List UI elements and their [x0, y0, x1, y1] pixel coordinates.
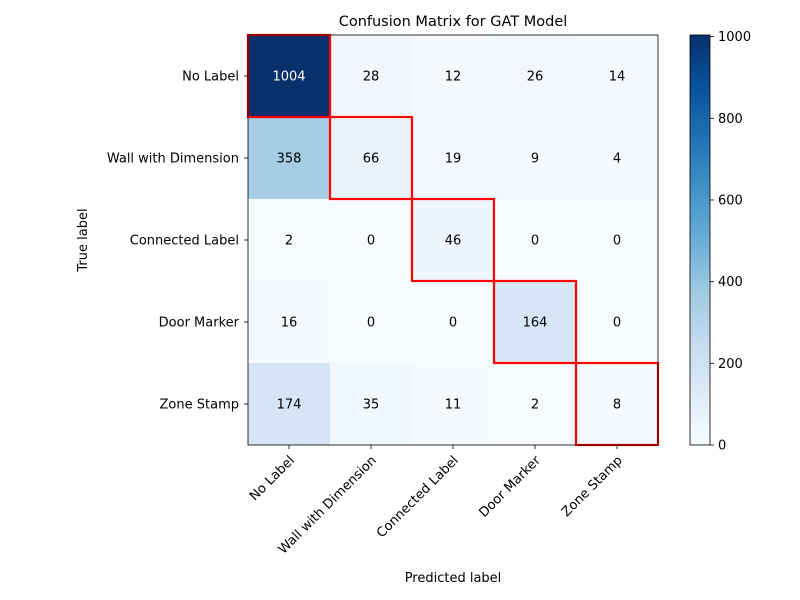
y-tick-label: Wall with Dimension — [107, 152, 239, 167]
colorbar-tick-label: 200 — [718, 357, 743, 372]
x-tick-label: No Label — [247, 453, 298, 504]
diagonal-highlight-box — [410, 197, 496, 283]
diagonal-highlight-box — [492, 279, 578, 365]
diagonal-highlight-box — [328, 115, 414, 201]
heatmap-cell — [412, 363, 495, 446]
cell-value-label: 28 — [363, 70, 380, 85]
heatmap-cell — [412, 117, 495, 200]
x-tick-label: Connected Label — [374, 453, 462, 541]
colorbar-ticks: 0 200 400 600 800 1000 — [710, 30, 751, 454]
cell-value-label: 358 — [277, 152, 302, 167]
heatmap-cell — [494, 363, 577, 446]
heatmap-cell — [412, 281, 495, 364]
heatmap-cell — [412, 35, 495, 118]
cell-value-label: 35 — [363, 398, 380, 413]
cell-value-label: 0 — [449, 316, 457, 331]
cell-value-label: 14 — [609, 70, 626, 85]
heatmap-cell — [330, 363, 413, 446]
heatmap-cell — [576, 199, 659, 282]
heatmap-cells — [248, 35, 659, 446]
y-tick-label: No Label — [182, 70, 239, 85]
heatmap-cell — [248, 117, 331, 200]
cell-value-label: 1004 — [272, 70, 305, 85]
cell-value-label: 2 — [285, 234, 293, 249]
heatmap-cell — [248, 363, 331, 446]
heatmap-cell — [494, 281, 577, 364]
colorbar-tick-label: 0 — [718, 439, 726, 454]
x-tick-label: Door Marker — [476, 453, 544, 521]
cell-value-label: 174 — [277, 398, 302, 413]
cell-value-label: 0 — [531, 234, 539, 249]
heatmap-cell — [412, 199, 495, 282]
cell-value-label: 11 — [445, 398, 462, 413]
colorbar-tick-label: 600 — [718, 193, 743, 208]
cell-value-label: 12 — [445, 70, 462, 85]
cell-value-label: 26 — [527, 70, 544, 85]
heatmap-cell — [576, 363, 659, 446]
heatmap-cell — [576, 117, 659, 200]
y-axis-ticks: No Label Wall with Dimension Connected Lab… — [107, 70, 248, 413]
x-axis-label: Predicted label — [405, 571, 502, 586]
colorbar-tick-label: 800 — [718, 112, 743, 127]
colorbar — [689, 34, 711, 446]
cell-value-label: 66 — [363, 152, 380, 167]
chart-title: Confusion Matrix for GAT Model — [339, 14, 568, 30]
heatmap-cell — [330, 117, 413, 200]
x-tick-label: Zone Stamp — [559, 453, 626, 520]
y-tick-label: Door Marker — [159, 316, 240, 331]
cell-value-label: 0 — [367, 234, 375, 249]
heatmap-cell — [576, 281, 659, 364]
cell-value-label: 2 — [531, 398, 539, 413]
colorbar-tick-label: 400 — [718, 275, 743, 290]
heatmap-cell — [248, 281, 331, 364]
colorbar-tick-label: 1000 — [718, 30, 751, 45]
cell-value-label: 0 — [613, 234, 621, 249]
y-tick-label: Connected Label — [130, 234, 239, 249]
cell-value-label: 19 — [445, 152, 462, 167]
heatmap-cell — [494, 35, 577, 118]
heatmap-cell — [330, 281, 413, 364]
cell-value-label: 164 — [523, 316, 548, 331]
cell-value-label: 46 — [445, 234, 462, 249]
heatmap-cell — [576, 35, 659, 118]
cell-value-label: 0 — [367, 316, 375, 331]
cell-value-label: 0 — [613, 316, 621, 331]
cell-value-label: 4 — [613, 152, 621, 167]
heatmap-cell — [330, 35, 413, 118]
y-axis-label: True label — [76, 208, 91, 272]
heatmap-cell — [330, 199, 413, 282]
y-tick-label: Zone Stamp — [160, 398, 239, 413]
heatmap-cell — [248, 35, 331, 118]
cell-value-label: 9 — [531, 152, 539, 167]
heatmap-cell — [248, 199, 331, 282]
cell-value-label: 8 — [613, 398, 621, 413]
heatmap-cell — [494, 199, 577, 282]
heatmap-cell — [494, 117, 577, 200]
cell-value-label: 16 — [281, 316, 298, 331]
